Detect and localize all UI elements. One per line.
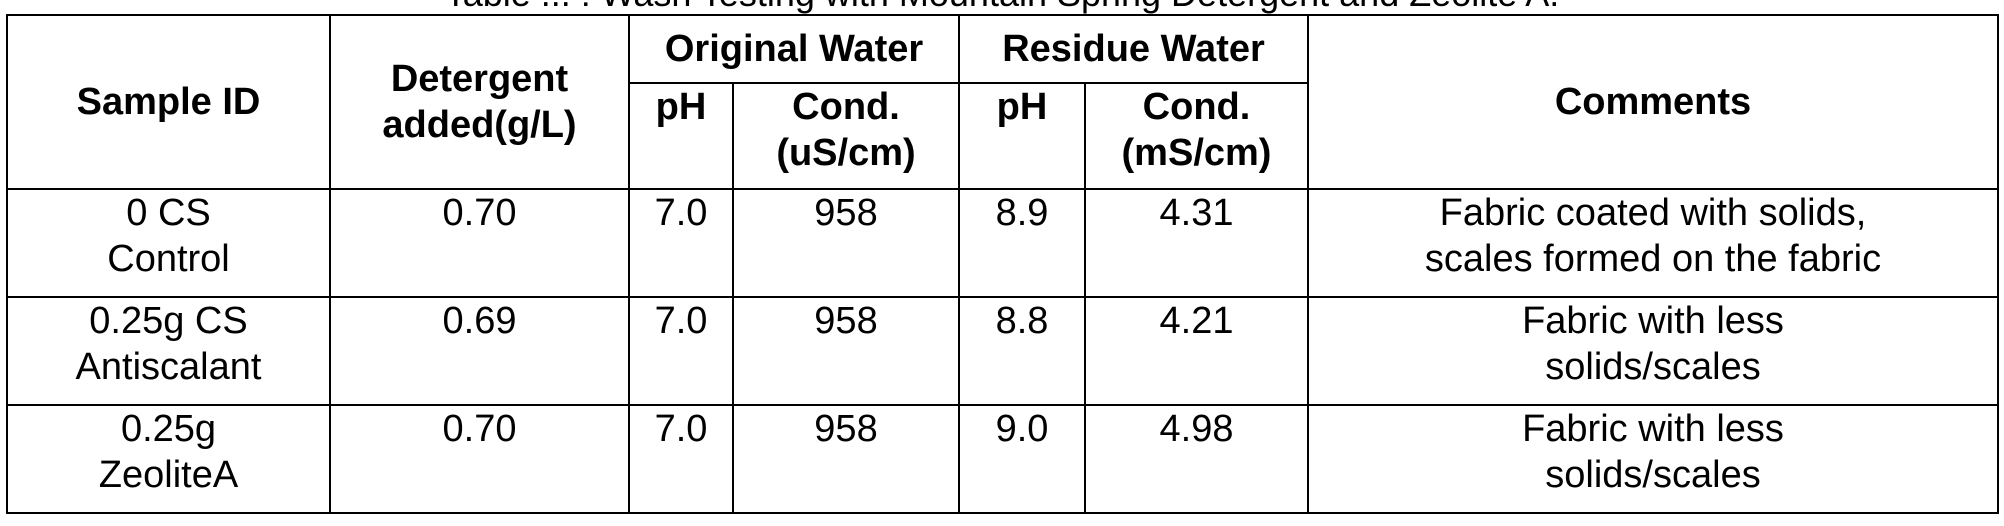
cell-residue-cond: 4.21 — [1084, 296, 1309, 406]
header-residue-cond: Cond. (mS/cm) — [1084, 82, 1309, 190]
table-caption: Table ... : Wash Testing with Mountain S… — [0, 0, 2004, 14]
cell-residue-ph: 9.0 — [958, 404, 1086, 514]
cell-sample-id-line2: ZeoliteA — [98, 454, 239, 496]
cell-sample-id-line1: 0 CS — [126, 192, 211, 234]
cell-original-cond: 958 — [732, 404, 960, 514]
cell-original-ph: 7.0 — [628, 404, 734, 514]
table-row: 0.25g CS Antiscalant 0.69 7.0 958 8.8 4.… — [6, 296, 1999, 406]
cell-residue-cond: 4.98 — [1084, 404, 1309, 514]
cell-original-ph: 7.0 — [628, 188, 734, 298]
header-comments: Comments — [1307, 14, 1999, 190]
header-detergent-line1: Detergent — [390, 58, 569, 100]
header-residue-water: Residue Water — [958, 14, 1309, 84]
cell-sample-id-line1: 0.25g — [120, 408, 217, 450]
header-residue-cond-line1: Cond. — [1142, 86, 1251, 128]
header-original-cond-line2: (uS/cm) — [776, 132, 916, 174]
cell-comments-line2: solids/scales — [1545, 454, 1761, 496]
header-original-ph: pH — [628, 82, 734, 190]
header-original-water: Original Water — [628, 14, 960, 84]
header-detergent-line2: added(g/L) — [382, 104, 577, 146]
cell-comments-line1: Fabric coated with solids, — [1439, 192, 1867, 234]
cell-comments-line2: solids/scales — [1545, 346, 1761, 388]
cell-comments-line2: scales formed on the fabric — [1424, 238, 1882, 280]
cell-sample-id: 0.25g CS Antiscalant — [6, 296, 331, 406]
cell-sample-id-line2: Antiscalant — [75, 346, 262, 388]
cell-detergent: 0.70 — [329, 188, 630, 298]
header-residue-ph: pH — [958, 82, 1086, 190]
table-row: 0 CS Control 0.70 7.0 958 8.9 4.31 Fabri… — [6, 188, 1999, 298]
cell-sample-id-line1: 0.25g CS — [89, 300, 248, 342]
cell-comments-line1: Fabric with less — [1522, 408, 1784, 450]
cell-comments: Fabric with less solids/scales — [1307, 404, 1999, 514]
cell-comments: Fabric with less solids/scales — [1307, 296, 1999, 406]
cell-original-cond: 958 — [732, 188, 960, 298]
header-original-cond-line1: Cond. — [792, 86, 900, 128]
header-detergent: Detergent added(g/L) — [329, 14, 630, 190]
cell-sample-id-line2: Control — [107, 238, 230, 280]
cell-original-cond: 958 — [732, 296, 960, 406]
header-residue-cond-line2: (mS/cm) — [1121, 132, 1272, 174]
cell-residue-ph: 8.9 — [958, 188, 1086, 298]
cell-detergent: 0.70 — [329, 404, 630, 514]
results-table: Sample ID Detergent added(g/L) Original … — [6, 14, 1999, 514]
cell-sample-id: 0.25g ZeoliteA — [6, 404, 331, 514]
cell-comments: Fabric coated with solids, scales formed… — [1307, 188, 1999, 298]
cell-comments-line1: Fabric with less — [1522, 300, 1784, 342]
cell-residue-ph: 8.8 — [958, 296, 1086, 406]
cell-original-ph: 7.0 — [628, 296, 734, 406]
header-sample-id: Sample ID — [6, 14, 331, 190]
table-row: 0.25g ZeoliteA 0.70 7.0 958 9.0 4.98 Fab… — [6, 404, 1999, 514]
cell-residue-cond: 4.31 — [1084, 188, 1309, 298]
cell-sample-id: 0 CS Control — [6, 188, 331, 298]
cell-detergent: 0.69 — [329, 296, 630, 406]
header-original-cond: Cond. (uS/cm) — [732, 82, 960, 190]
